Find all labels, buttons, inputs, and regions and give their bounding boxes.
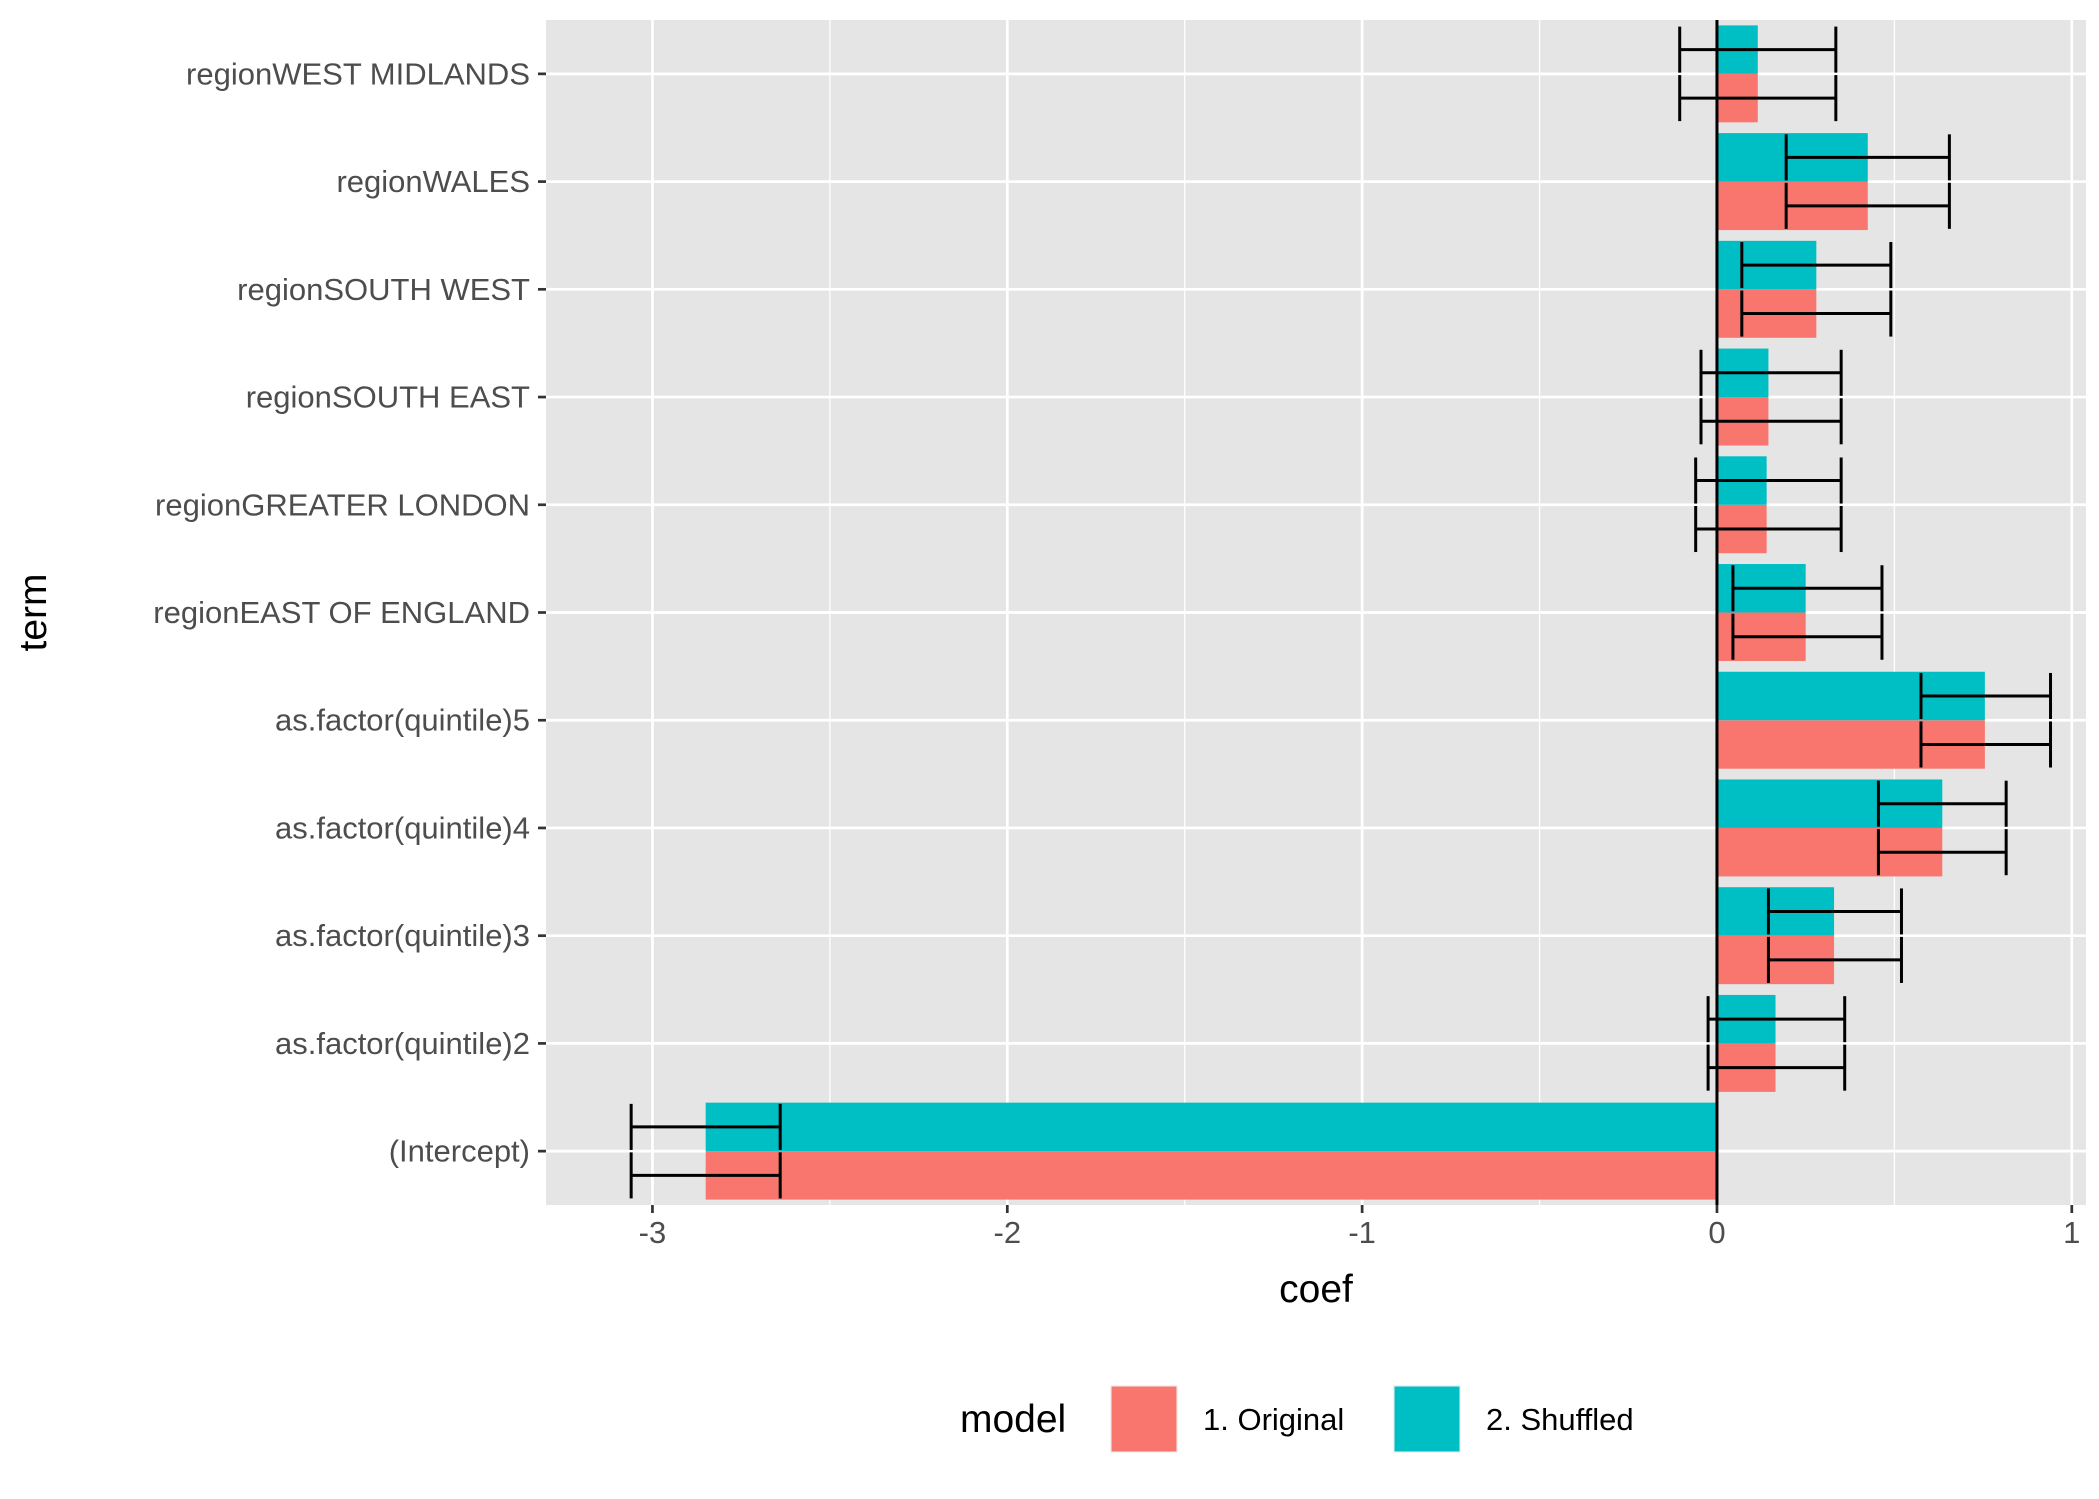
legend-key	[1394, 1386, 1460, 1452]
legend: model 1. Original 2. Shuffled	[960, 1385, 1634, 1453]
error-bar	[1919, 672, 2053, 720]
error-bar	[1699, 349, 1843, 396]
error-bar	[1784, 182, 1951, 229]
bar	[705, 1151, 1717, 1200]
y-axis: (Intercept) as.factor(quintile)2 as.factor…	[153, 56, 546, 1169]
x-tick-label: 0	[1708, 1215, 1725, 1250]
x-axis-title: coef	[1279, 1268, 1353, 1311]
error-bar	[1740, 242, 1893, 289]
error-bar	[1706, 1044, 1847, 1091]
error-bar	[1694, 505, 1843, 553]
error-bar	[629, 1103, 782, 1150]
x-axis: -3 -2 -1 0 1	[639, 1205, 2080, 1250]
error-bar	[1876, 780, 2008, 827]
y-axis-title: term	[12, 574, 55, 652]
x-tick-label: -2	[994, 1215, 1022, 1250]
legend-label: 2. Shuffled	[1486, 1402, 1634, 1437]
y-tick-label: as.factor(quintile)3	[275, 918, 530, 953]
y-tick-label: as.factor(quintile)4	[275, 810, 530, 845]
error-bar	[1706, 996, 1847, 1043]
bar	[705, 1102, 1717, 1152]
error-bar	[1699, 398, 1843, 445]
error-bar	[1731, 613, 1884, 660]
legend-key	[1111, 1386, 1177, 1452]
error-bar	[1784, 134, 1951, 181]
error-bars	[629, 26, 2053, 1199]
legend-label: 1. Original	[1203, 1402, 1344, 1437]
y-tick-label: as.factor(quintile)5	[275, 703, 530, 738]
error-bar	[1731, 565, 1884, 612]
x-tick-label: 1	[2063, 1215, 2080, 1250]
y-tick-label: regionSOUTH WEST	[237, 272, 530, 307]
y-tick-label: as.factor(quintile)2	[275, 1026, 530, 1061]
y-tick-label: (Intercept)	[389, 1134, 530, 1169]
x-tick-label: -3	[639, 1215, 667, 1250]
error-bar	[629, 1152, 782, 1199]
y-tick-label: regionWEST MIDLANDS	[186, 56, 530, 91]
error-bar	[1919, 721, 2053, 768]
y-tick-label: regionGREATER LONDON	[155, 487, 530, 522]
y-tick-label: regionEAST OF ENGLAND	[153, 595, 530, 630]
error-bar	[1766, 888, 1903, 935]
error-bar	[1678, 75, 1838, 122]
error-bar	[1694, 457, 1843, 504]
x-tick-label: -1	[1348, 1215, 1376, 1250]
error-bar	[1678, 26, 1838, 73]
legend-title: model	[960, 1398, 1066, 1441]
error-bar	[1740, 290, 1893, 337]
y-tick-label: regionWALES	[336, 164, 530, 199]
y-tick-label: regionSOUTH EAST	[246, 380, 530, 415]
error-bar	[1766, 936, 1903, 983]
error-bar	[1876, 829, 2008, 876]
